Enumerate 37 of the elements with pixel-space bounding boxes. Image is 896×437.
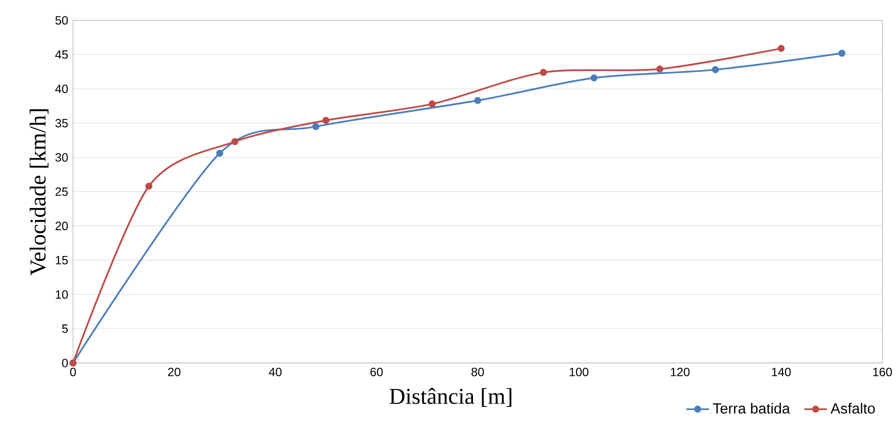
point: [474, 96, 482, 104]
y-tick-label: 20: [56, 222, 68, 230]
x-tick-label: 0: [70, 368, 76, 376]
point: [428, 100, 436, 108]
y-tick-label: 15: [56, 256, 68, 264]
y-tick-label: 35: [55, 118, 68, 128]
y-tick-label: 0: [62, 358, 68, 368]
point: [216, 150, 224, 157]
point: [838, 50, 846, 57]
y-tick-label: 30: [55, 153, 68, 162]
x-tick-label: 20: [168, 368, 180, 376]
x-tick-label: 80: [472, 368, 484, 376]
x-tick-label: 120: [670, 368, 690, 376]
y-axis-title: Velocidade [km/h]: [30, 109, 48, 276]
y-tick-label: 5: [62, 324, 68, 333]
x-axis-title: Distância [m]: [390, 388, 512, 407]
point: [712, 66, 719, 74]
point: [778, 44, 785, 52]
x-tick-label: 140: [772, 368, 791, 376]
y-tick-label: 45: [55, 50, 68, 59]
point: [145, 182, 152, 190]
point: [656, 65, 664, 73]
x-tick-label: 100: [570, 368, 588, 376]
y-tick-label: 50: [55, 16, 68, 25]
legend-label: Terra batida: [712, 402, 790, 414]
point: [590, 74, 598, 82]
y-tick-label: 10: [56, 290, 68, 299]
legend-label: Asfalto: [830, 402, 875, 414]
point: [312, 123, 320, 130]
y-tick-label: 40: [55, 84, 68, 94]
point: [231, 138, 238, 146]
x-tick-label: 60: [370, 368, 383, 376]
y-tick-label: 25: [56, 187, 68, 196]
point: [322, 116, 330, 124]
point: [540, 68, 547, 76]
x-tick-label: 160: [873, 368, 892, 376]
x-tick-label: 40: [268, 368, 282, 376]
